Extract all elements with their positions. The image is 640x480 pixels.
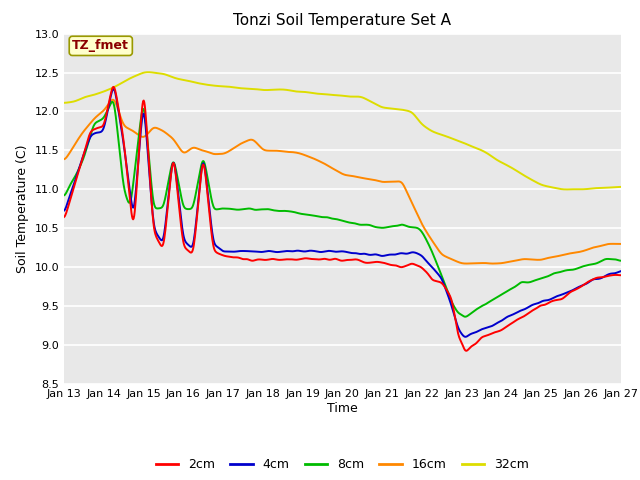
Text: TZ_fmet: TZ_fmet — [72, 39, 129, 52]
Y-axis label: Soil Temperature (C): Soil Temperature (C) — [16, 144, 29, 273]
Title: Tonzi Soil Temperature Set A: Tonzi Soil Temperature Set A — [234, 13, 451, 28]
X-axis label: Time: Time — [327, 402, 358, 415]
Legend: 2cm, 4cm, 8cm, 16cm, 32cm: 2cm, 4cm, 8cm, 16cm, 32cm — [150, 453, 534, 476]
